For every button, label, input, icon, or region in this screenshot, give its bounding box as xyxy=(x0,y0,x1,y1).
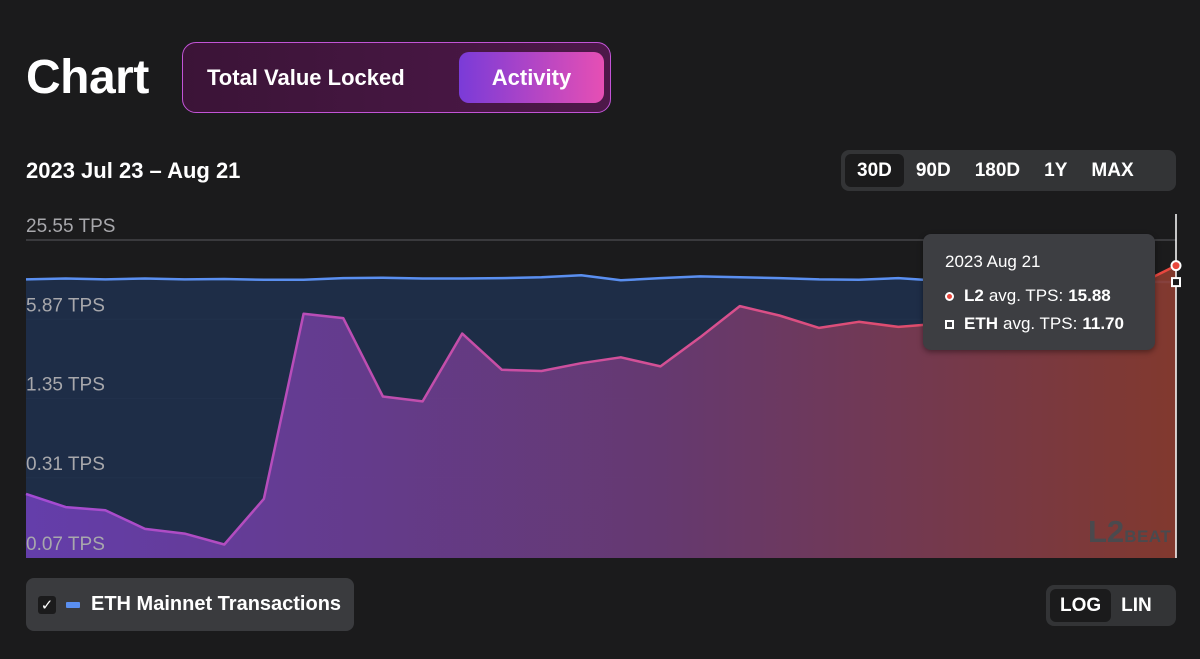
scale-selector: LOG LIN xyxy=(1046,585,1176,626)
y-tick-label: 25.55 TPS xyxy=(26,216,115,237)
tooltip-l2-label: L2 xyxy=(964,286,984,305)
log-scale-button[interactable]: LOG xyxy=(1050,589,1112,622)
tooltip-l2-suffix: avg. TPS: xyxy=(988,286,1064,305)
tooltip-date: 2023 Aug 21 xyxy=(945,252,1041,271)
period-max-button[interactable]: MAX xyxy=(1091,160,1134,181)
tvl-tab[interactable]: Total Value Locked xyxy=(207,65,405,90)
l2-area xyxy=(26,265,1176,558)
checkbox-icon[interactable]: ✓ xyxy=(38,595,56,614)
tooltip-eth-row: ETH avg. TPS: 11.70 xyxy=(945,310,1133,338)
metric-switch: Total Value Locked Activity xyxy=(182,42,611,113)
y-tick-label: 1.35 TPS xyxy=(26,374,105,395)
tooltip-l2-row: L2 avg. TPS: 15.88 xyxy=(945,282,1133,310)
period-30d-button[interactable]: 30D xyxy=(845,154,904,187)
period-selector: 30D 90D 180D 1Y MAX xyxy=(841,150,1176,191)
y-tick-label: 0.31 TPS xyxy=(26,454,105,475)
tooltip-l2-value: 15.88 xyxy=(1068,286,1111,305)
eth-square-icon xyxy=(945,319,954,329)
tooltip-eth-value: 11.70 xyxy=(1082,314,1124,333)
y-tick-label: 0.07 TPS xyxy=(26,534,105,555)
lin-scale-button[interactable]: LIN xyxy=(1121,595,1152,616)
chart-tooltip: 2023 Aug 21 L2 avg. TPS: 15.88 ETH avg. … xyxy=(923,234,1155,350)
y-axis-ticks: 25.55 TPS 5.87 TPS 1.35 TPS 0.31 TPS 0.07 TP… xyxy=(26,216,115,555)
watermark-sub: BEAT xyxy=(1124,527,1172,546)
watermark-main: L2 xyxy=(1088,514,1125,549)
l2beat-watermark: L2BEAT xyxy=(1088,514,1171,550)
y-tick-label: 5.87 TPS xyxy=(26,295,105,316)
eth-hover-marker xyxy=(1171,277,1181,288)
period-1y-button[interactable]: 1Y xyxy=(1044,160,1068,181)
legend-label: ETH Mainnet Transactions xyxy=(91,593,342,615)
l2-dot-icon xyxy=(945,291,954,301)
l2-hover-marker xyxy=(1170,260,1182,272)
tooltip-eth-label: ETH xyxy=(964,314,998,333)
eth-series-swatch-icon xyxy=(66,601,80,608)
period-180d-button[interactable]: 180D xyxy=(974,160,1021,181)
period-90d-button[interactable]: 90D xyxy=(915,160,951,181)
page-title: Chart xyxy=(26,51,149,104)
date-range-label: 2023 Jul 23 – Aug 21 xyxy=(26,158,241,183)
eth-mainnet-toggle[interactable]: ✓ ETH Mainnet Transactions xyxy=(26,578,354,631)
tooltip-eth-suffix: avg. TPS: xyxy=(1003,314,1078,333)
activity-tab[interactable]: Activity xyxy=(459,52,604,103)
